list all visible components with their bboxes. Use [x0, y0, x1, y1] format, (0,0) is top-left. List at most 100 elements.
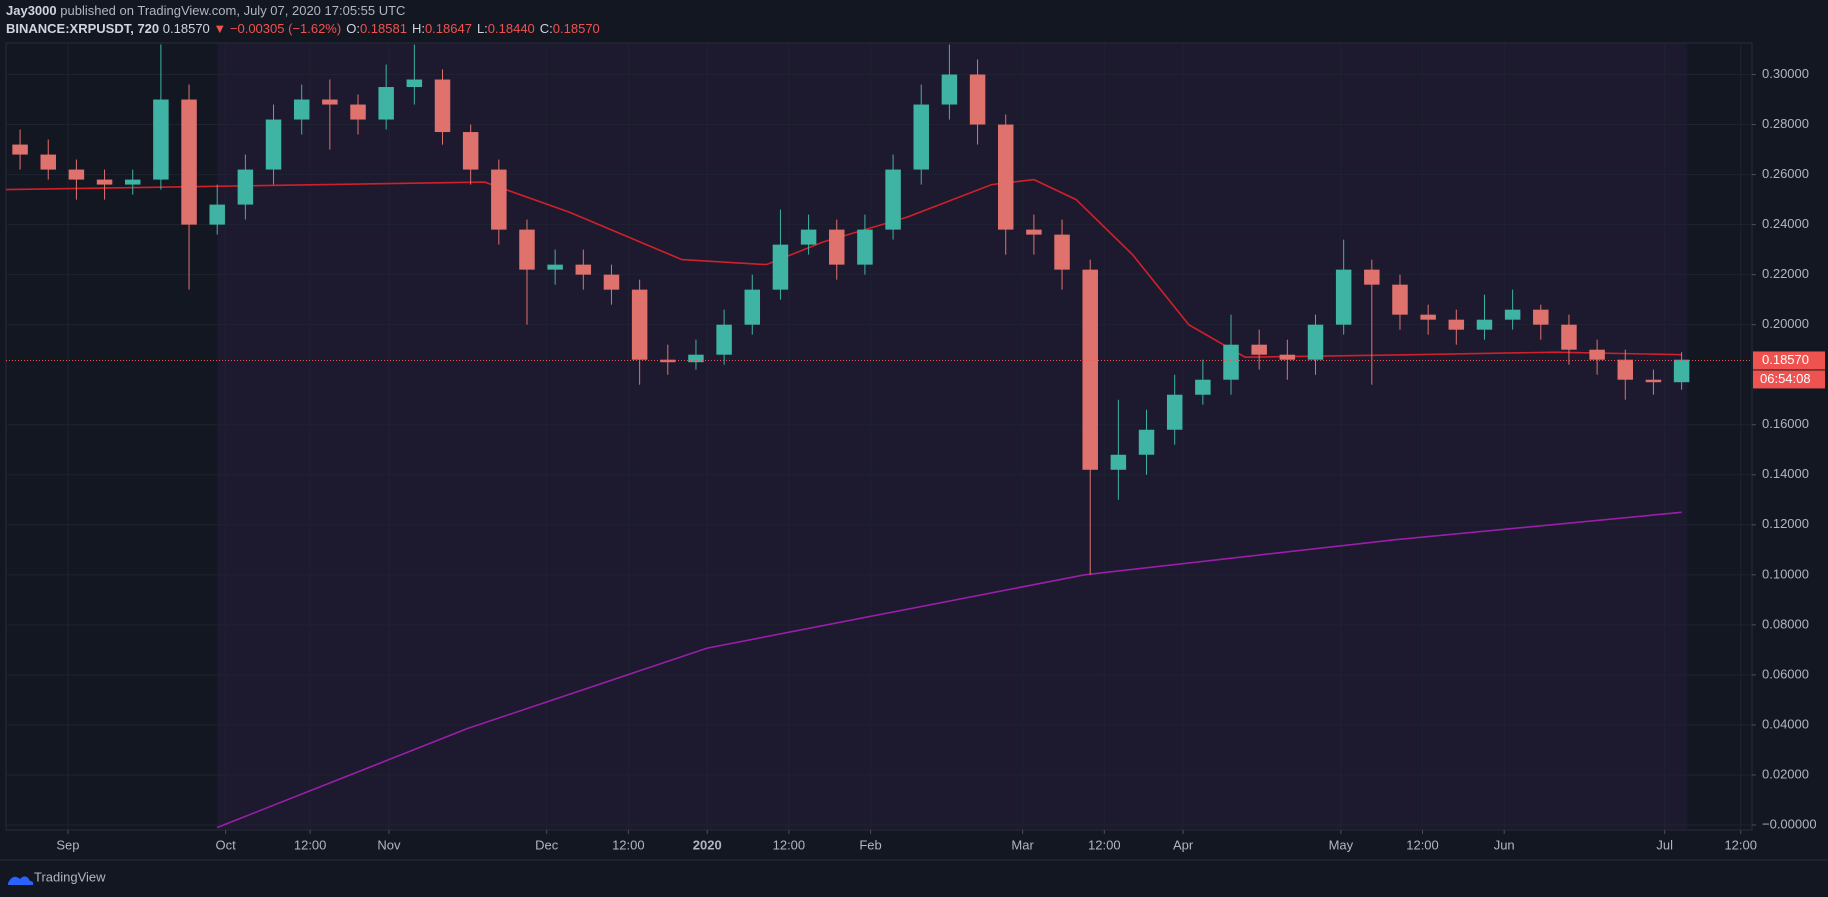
candle-body [772, 244, 789, 290]
candle-body [491, 169, 507, 230]
candle-body [575, 264, 592, 275]
y-tick-label: 0.26000 [1762, 166, 1809, 181]
candle-body [941, 74, 958, 105]
candle-body [1223, 344, 1239, 380]
y-tick-label: −0.00000 [1762, 816, 1817, 831]
candle-body [1617, 359, 1634, 380]
candle-body [181, 99, 197, 225]
ohlc-value: 0.18440 [488, 21, 535, 36]
candle-body [997, 124, 1014, 230]
ohlc-key: C: [540, 21, 553, 36]
countdown-box [1753, 370, 1825, 389]
x-tick-label: 12:00 [773, 837, 806, 852]
last-price-box [1753, 351, 1825, 370]
x-tick-label: 12:00 [612, 837, 645, 852]
x-tick-label: Oct [216, 837, 237, 852]
y-tick-label: 0.04000 [1762, 716, 1809, 731]
candle-body [885, 169, 901, 230]
brand: TradingView [34, 869, 106, 884]
y-tick-label: 0.16000 [1762, 416, 1809, 431]
ohlc-key: H: [412, 21, 425, 36]
x-tick-label: Sep [56, 837, 79, 852]
candle-body [12, 144, 28, 155]
x-tick-label: 12:00 [1406, 837, 1439, 852]
candle-body [406, 79, 423, 88]
candle-body [1364, 269, 1380, 285]
candle-body [1195, 379, 1211, 395]
candle-body [744, 289, 761, 325]
candle-body [462, 132, 479, 170]
candle-body [1166, 394, 1183, 430]
indicator-line [216, 511, 1682, 829]
change: ▼ −0.00305 (−1.62%) [213, 21, 341, 36]
x-tick-label: 2020 [693, 837, 722, 852]
last-price-label: 0.18570 [1762, 352, 1809, 367]
symbol: BINANCE:XRPUSDT, 720 [6, 21, 159, 36]
candle-body [96, 179, 113, 185]
candle-body [631, 289, 648, 360]
candle-body [1054, 234, 1070, 270]
x-tick-label: 12:00 [1724, 837, 1757, 852]
ohlc-value: 0.18570 [553, 21, 600, 36]
ohlc-value: 0.18647 [425, 21, 472, 36]
y-tick-label: 0.12000 [1762, 516, 1809, 531]
x-tick-label: Dec [535, 837, 559, 852]
y-tick-label: 0.30000 [1762, 66, 1809, 81]
candle-body [1138, 429, 1155, 455]
candle-body [322, 99, 338, 105]
x-tick-label: Mar [1011, 837, 1034, 852]
shade [217, 43, 1688, 830]
y-tick-label: 0.22000 [1762, 266, 1809, 281]
candle-body [1110, 454, 1127, 470]
last: 0.18570 [163, 21, 210, 36]
candle-body [350, 104, 366, 120]
publisher: Jay3000 [6, 3, 57, 18]
y-tick-label: 0.14000 [1762, 466, 1809, 481]
candle-body [660, 359, 676, 363]
ohlc-value: 0.18581 [360, 21, 407, 36]
candle-body [913, 104, 929, 170]
candle-body [969, 74, 986, 125]
candle-body [1335, 269, 1352, 325]
y-tick-label: 0.02000 [1762, 766, 1809, 781]
x-tick-label: 12:00 [1088, 837, 1121, 852]
candle-body [124, 179, 141, 185]
candle-body [237, 169, 254, 205]
candle-body [434, 79, 451, 133]
candle-body [829, 229, 845, 265]
candle-body [265, 119, 282, 170]
candle-body [716, 324, 732, 355]
candle-body [1392, 284, 1408, 315]
candle-body [1307, 324, 1324, 360]
x-tick-label: 12:00 [294, 837, 327, 852]
y-tick-label: 0.06000 [1762, 666, 1809, 681]
candle-body [209, 204, 225, 225]
y-tick-label: 0.24000 [1762, 216, 1809, 231]
candle-body [68, 169, 85, 180]
ohlc-key: L: [477, 21, 488, 36]
countdown-label: 06:54:08 [1760, 371, 1811, 386]
y-tick-label: 0.28000 [1762, 116, 1809, 131]
x-tick-label: Jun [1494, 837, 1515, 852]
ohlc-key: O: [346, 21, 360, 36]
candle-body [293, 99, 310, 120]
x-tick-label: Feb [859, 837, 881, 852]
candle-body [688, 354, 704, 363]
candle-body [800, 229, 817, 245]
candle-body [547, 264, 563, 270]
candle-body [1533, 309, 1549, 325]
candle-body [519, 229, 535, 270]
brand-logo [8, 876, 34, 885]
candle-body [857, 229, 873, 265]
candle-body [603, 274, 620, 290]
candle-body [153, 99, 169, 180]
candle-body [1504, 309, 1521, 320]
candle-body [1279, 354, 1296, 360]
y-tick-label: 0.10000 [1762, 566, 1809, 581]
candle-body [1026, 229, 1042, 235]
candle-body [1448, 319, 1465, 330]
candle-body [1476, 319, 1493, 330]
header-line-2: BINANCE:XRPUSDT, 720 0.18570 ▼ −0.00305 … [6, 21, 600, 36]
x-tick-label: May [1329, 837, 1354, 852]
